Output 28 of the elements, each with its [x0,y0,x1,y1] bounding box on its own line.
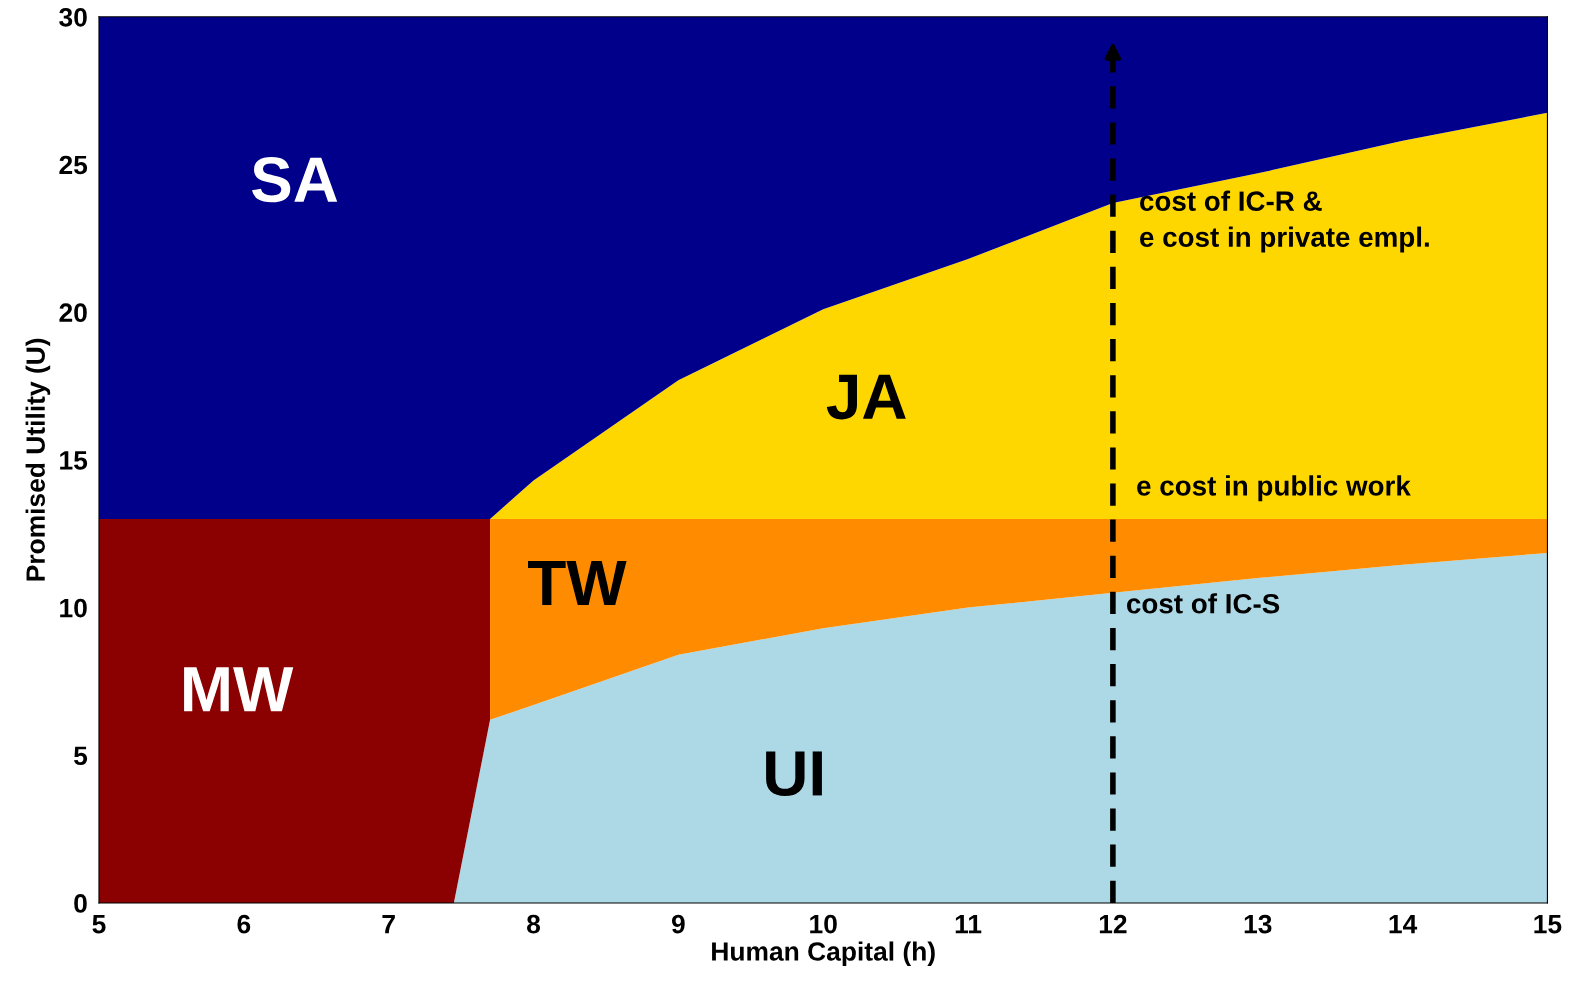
x-tick-label: 5 [92,915,106,934]
annotation: cost of IC-R & e cost in private empl. [1140,190,1429,253]
x-tick-label: 13 [1244,914,1272,934]
series-label: UI [766,751,822,797]
y-axis-title: Promised Utility (U) [25,338,51,581]
series-label: SA [251,157,338,203]
annotation: cost of IC-S [1127,593,1280,614]
x-tick-label: 12 [1099,914,1127,934]
annotation: e cost in public work [1137,475,1411,502]
series-label: TW [528,560,627,605]
x-tick-label: 8 [527,914,541,934]
y-tick-label: 15 [60,451,88,470]
y-tick-label: 30 [59,7,87,27]
y-tick-label: 10 [60,598,87,618]
x-tick-label: 7 [382,915,395,934]
x-axis-title: Human Capital (h) [712,941,935,967]
x-tick-label: 11 [955,915,982,934]
series-label: JA [826,374,906,420]
y-tick-label: 5 [74,746,88,766]
x-tick-label: 14 [1389,915,1418,934]
y-tick-label: 25 [59,155,88,175]
y-tick-label: 20 [59,303,87,323]
x-tick-label: 6 [237,914,251,934]
series-label: MW [184,667,294,712]
x-tick-label: 9 [671,914,685,934]
x-tick-label: 10 [810,914,837,934]
y-tick-label: 0 [74,894,87,913]
x-tick-label: 15 [1534,915,1562,934]
